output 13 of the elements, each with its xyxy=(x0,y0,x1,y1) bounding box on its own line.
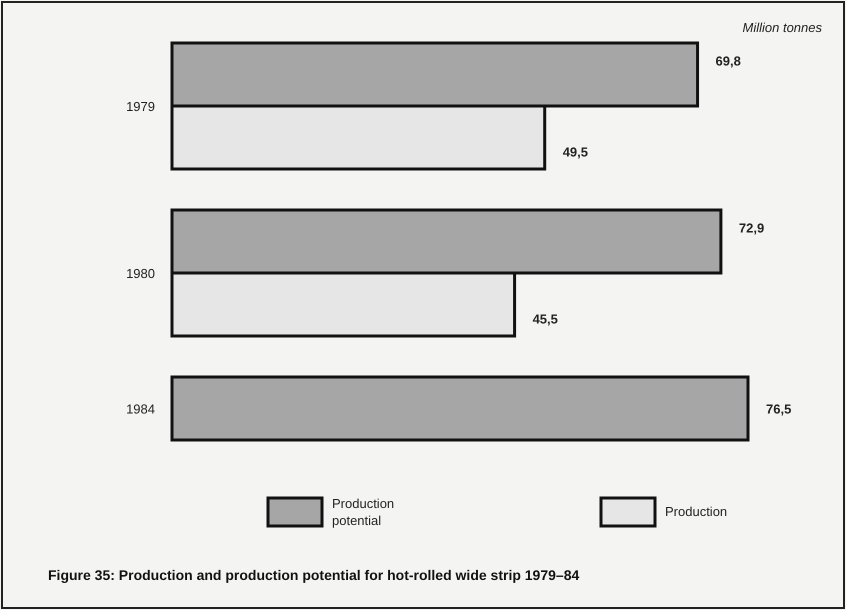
y-tick-label: 1984 xyxy=(126,402,155,416)
data-label: 69,8 xyxy=(716,54,741,68)
bar xyxy=(170,376,750,442)
data-label: 45,5 xyxy=(532,312,558,326)
data-label: 76,5 xyxy=(766,402,792,416)
y-tick-label: 1980 xyxy=(126,266,155,281)
legend-label: Production xyxy=(665,504,728,519)
text: Figure 35: Production and production potential for hot-rolled wide strip 1979–84 xyxy=(48,567,580,583)
data-label: 49,5 xyxy=(562,144,588,160)
legend-label: Production potential xyxy=(332,496,394,528)
text: Million tonnes xyxy=(742,20,822,35)
data-label: 72,9 xyxy=(738,220,764,236)
y-tick-label: 1979 xyxy=(126,99,155,114)
